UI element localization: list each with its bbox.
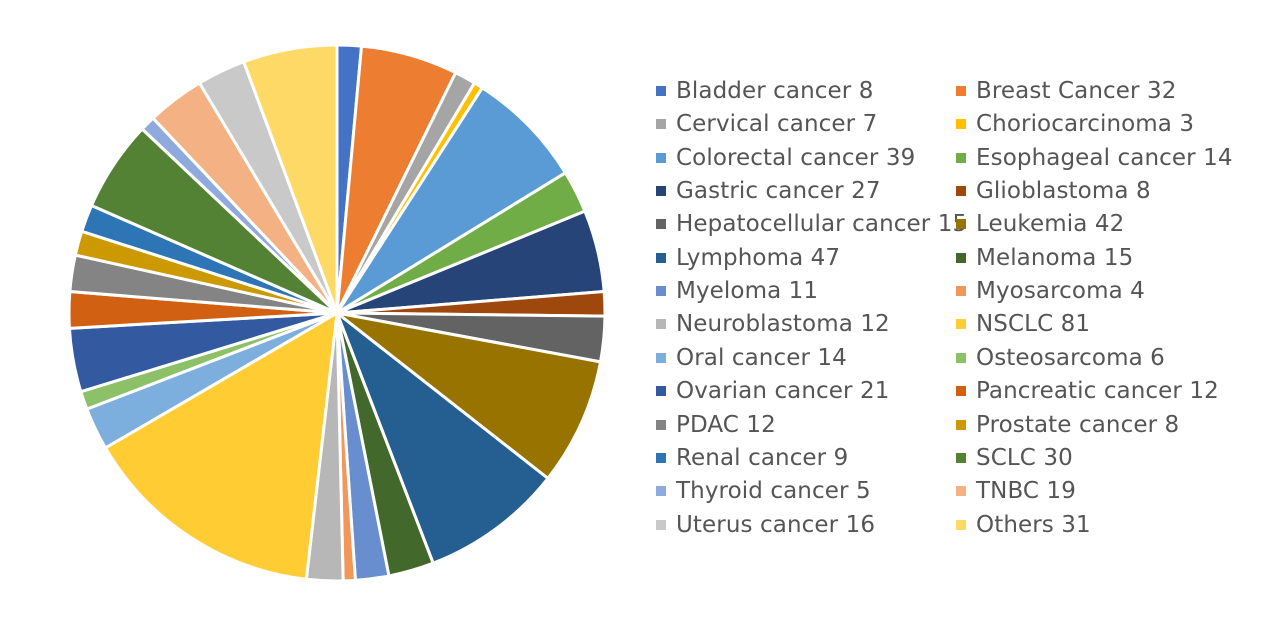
legend-label: SCLC 30 xyxy=(976,444,1073,471)
legend-item-myosarcoma: Myosarcoma 4 xyxy=(956,275,1145,307)
pie-slice-leukemia xyxy=(335,311,602,480)
legend-label: Bladder cancer 8 xyxy=(676,78,874,104)
legend-label: TNBC 19 xyxy=(976,478,1076,505)
legend-swatch xyxy=(656,186,666,197)
legend-label: Myeloma 11 xyxy=(676,278,819,305)
legend-swatch xyxy=(656,219,666,230)
legend-swatch xyxy=(956,419,966,430)
legend-item-others: Others 31 xyxy=(956,509,1091,541)
legend-swatch xyxy=(956,386,966,397)
legend-item-hepatocellular-cancer: Hepatocellular cancer 15 xyxy=(656,208,967,240)
legend-item-leukemia: Leukemia 42 xyxy=(956,208,1124,240)
legend-swatch xyxy=(956,286,966,297)
legend-swatch xyxy=(656,519,666,530)
legend-label: Uterus cancer 16 xyxy=(676,511,876,538)
legend-label: Neuroblastoma 12 xyxy=(676,311,890,338)
legend-item-oral-cancer: Oral cancer 14 xyxy=(656,342,847,374)
legend-label: Cervical cancer 7 xyxy=(676,111,878,138)
legend-swatch xyxy=(956,119,966,130)
legend-item-sclc: SCLC 30 xyxy=(956,442,1073,474)
legend-label: Choriocarcinoma 3 xyxy=(976,111,1195,138)
legend-label: Breast Cancer 32 xyxy=(976,78,1177,104)
legend-item-colorectal-cancer: Colorectal cancer 39 xyxy=(656,142,915,174)
legend-swatch xyxy=(956,86,966,96)
legend-label: Melanoma 15 xyxy=(976,244,1134,271)
legend-swatch xyxy=(656,486,666,497)
legend-item-lymphoma: Lymphoma 47 xyxy=(656,242,840,274)
legend-swatch xyxy=(956,452,966,463)
legend-label: Gastric cancer 27 xyxy=(676,178,881,205)
legend-swatch xyxy=(956,186,966,197)
pie-slice-colorectal-cancer xyxy=(335,86,567,315)
legend-swatch xyxy=(656,119,666,130)
legend-item-renal-cancer: Renal cancer 9 xyxy=(656,442,848,474)
legend-swatch xyxy=(956,352,966,363)
legend-label: Myosarcoma 4 xyxy=(976,278,1145,305)
legend-label: Colorectal cancer 39 xyxy=(676,144,916,171)
legend-label: Esophageal cancer 14 xyxy=(976,144,1233,171)
legend-swatch xyxy=(656,352,666,363)
legend-label: Pancreatic cancer 12 xyxy=(976,378,1219,405)
legend-item-melanoma: Melanoma 15 xyxy=(956,242,1133,274)
legend-item-esophageal-cancer: Esophageal cancer 14 xyxy=(956,142,1233,174)
legend-item-neuroblastoma: Neuroblastoma 12 xyxy=(656,308,890,340)
legend-label: Ovarian cancer 21 xyxy=(676,378,890,405)
legend-label: NSCLC 81 xyxy=(976,311,1091,338)
legend-item-osteosarcoma: Osteosarcoma 6 xyxy=(956,342,1165,374)
legend-swatch xyxy=(656,319,666,330)
pie-slice-others xyxy=(242,43,339,315)
legend-item-tnbc: TNBC 19 xyxy=(956,475,1076,507)
legend-label: Oral cancer 14 xyxy=(676,344,847,371)
legend-swatch xyxy=(656,286,666,297)
legend-swatch xyxy=(956,486,966,497)
legend-swatch xyxy=(656,419,666,430)
legend-swatch xyxy=(956,252,966,263)
legend-item-uterus-cancer: Uterus cancer 16 xyxy=(656,509,875,541)
legend-item-prostate-cancer: Prostate cancer 8 xyxy=(956,409,1179,441)
legend-item-cervical-cancer: Cervical cancer 7 xyxy=(656,108,877,140)
legend-swatch xyxy=(956,152,966,163)
legend-label: Others 31 xyxy=(976,511,1091,538)
legend-swatch xyxy=(656,152,666,163)
legend-item-pdac: PDAC 12 xyxy=(656,409,776,441)
legend-item-ovarian-cancer: Ovarian cancer 21 xyxy=(656,375,889,407)
legend-item-glioblastoma: Glioblastoma 8 xyxy=(956,175,1151,207)
legend-swatch xyxy=(656,452,666,463)
legend-item-gastric-cancer: Gastric cancer 27 xyxy=(656,175,881,207)
pie-slice-nsclc xyxy=(103,311,339,581)
legend-swatch xyxy=(956,319,966,330)
legend-swatch xyxy=(656,386,666,397)
legend-item-choriocarcinoma: Choriocarcinoma 3 xyxy=(956,108,1194,140)
legend-label: PDAC 12 xyxy=(676,411,776,438)
legend-item-breast-cancer: Breast Cancer 32 xyxy=(956,75,1176,107)
legend-item-pancreatic-cancer: Pancreatic cancer 12 xyxy=(956,375,1219,407)
legend-item-bladder-cancer: Bladder cancer 8 xyxy=(656,75,874,107)
legend-label: Glioblastoma 8 xyxy=(976,178,1151,205)
legend-label: Osteosarcoma 6 xyxy=(976,344,1165,371)
legend-label: Lymphoma 47 xyxy=(676,244,841,271)
pie-slice-lymphoma xyxy=(335,311,550,565)
legend-label: Hepatocellular cancer 15 xyxy=(676,211,968,238)
legend-label: Renal cancer 9 xyxy=(676,444,849,471)
legend-swatch xyxy=(956,219,966,230)
legend-swatch xyxy=(956,519,966,530)
legend-label: Prostate cancer 8 xyxy=(976,411,1180,438)
pie-chart xyxy=(67,43,607,583)
legend-label: Leukemia 42 xyxy=(976,211,1125,238)
legend-swatch xyxy=(656,86,666,96)
legend-swatch xyxy=(656,252,666,263)
legend-item-thyroid-cancer: Thyroid cancer 5 xyxy=(656,475,871,507)
legend-label: Thyroid cancer 5 xyxy=(676,478,871,505)
legend-item-myeloma: Myeloma 11 xyxy=(656,275,818,307)
legend-item-nsclc: NSCLC 81 xyxy=(956,308,1090,340)
